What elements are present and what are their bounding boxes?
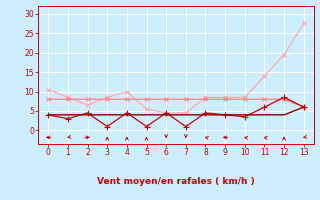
X-axis label: Vent moyen/en rafales ( km/h ): Vent moyen/en rafales ( km/h ) — [97, 177, 255, 186]
